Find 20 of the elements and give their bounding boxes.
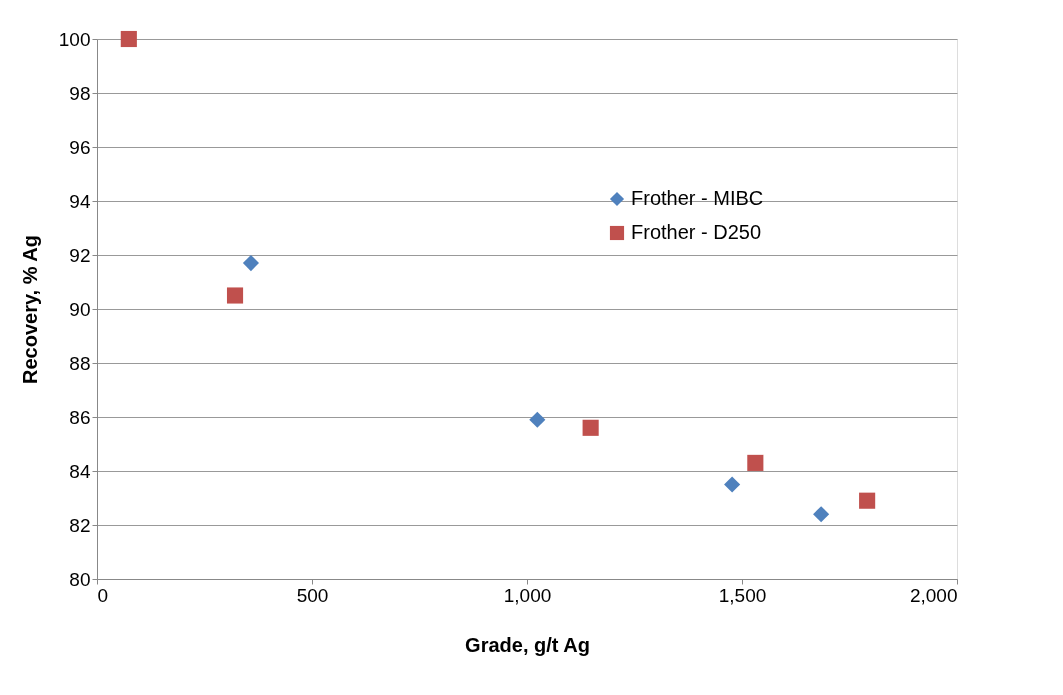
x-axis-title: Grade, g/t Ag [465,633,590,656]
x-tick-label: 1,500 [718,584,767,606]
y-tick-label: 86 [69,406,91,428]
y-tick-label: 98 [69,82,91,104]
x-tick-label: 500 [296,584,329,606]
y-axis-title: Recovery, % Ag [18,235,41,384]
y-tick-label: 100 [58,28,91,50]
y-tick-label: 96 [69,136,91,158]
y-tick-label: 90 [69,298,91,320]
x-tick-label: 2,000 [909,584,958,606]
x-tick-label: 0 [97,584,109,606]
y-tick-label: 82 [69,514,91,536]
y-tick-label: 88 [69,352,91,374]
y-tick-label: 92 [69,244,91,266]
x-tick-label: 1,000 [503,584,552,606]
y-tick-label: 80 [69,568,91,590]
legend-label: Frother - D250 [631,221,762,243]
y-tick-label: 94 [69,190,91,212]
legend-label: Frother - MIBC [631,187,764,209]
y-tick-label: 84 [69,460,91,482]
